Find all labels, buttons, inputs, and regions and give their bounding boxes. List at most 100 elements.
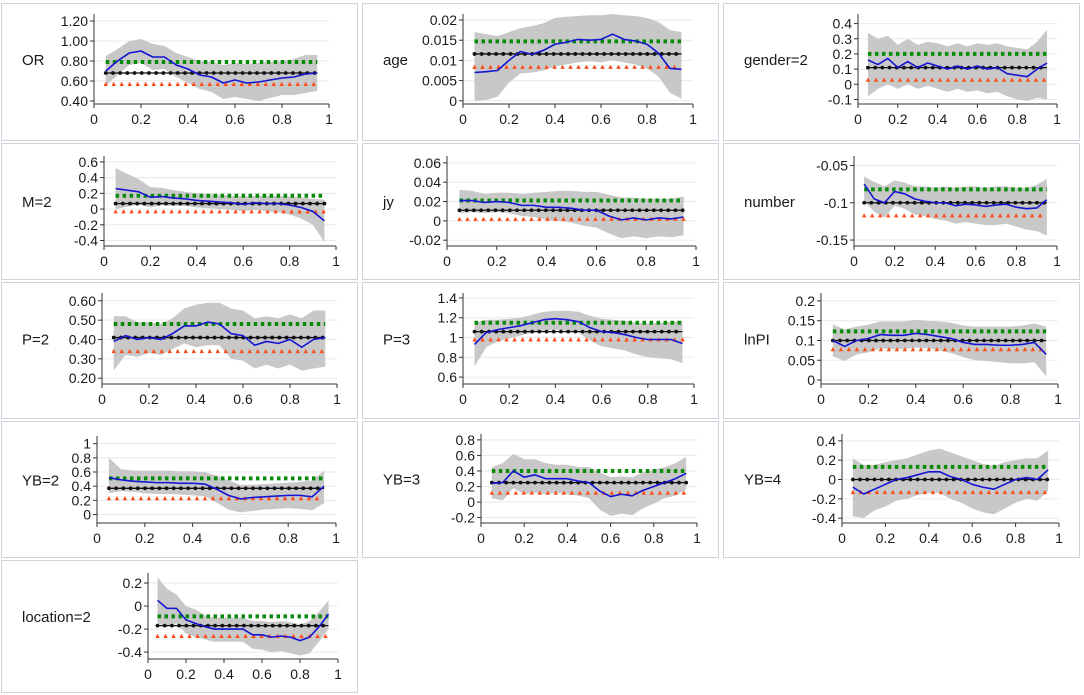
lower-reference-marker bbox=[632, 337, 637, 342]
mean-reference-marker bbox=[930, 65, 935, 70]
y-tick-label: 0.30 bbox=[69, 351, 96, 367]
y-tick-label: -0.2 bbox=[74, 217, 98, 233]
y-tick-label: 0.4 bbox=[833, 16, 853, 32]
lower-reference-marker bbox=[231, 81, 236, 86]
mean-reference-marker bbox=[185, 201, 190, 206]
mean-reference-marker bbox=[537, 329, 542, 334]
lower-reference-marker bbox=[649, 490, 654, 495]
mean-reference-marker bbox=[142, 201, 147, 206]
mean-reference-marker bbox=[226, 71, 231, 75]
mean-reference-marker bbox=[946, 338, 950, 343]
y-tick-label: 0.05 bbox=[788, 352, 815, 368]
mean-reference-marker bbox=[951, 477, 956, 482]
mean-reference-marker bbox=[283, 71, 288, 75]
mean-reference-marker bbox=[242, 623, 246, 628]
y-tick-label: 0.3 bbox=[833, 31, 853, 47]
lower-reference-marker bbox=[151, 348, 156, 354]
lower-reference-marker bbox=[505, 490, 510, 495]
mean-reference-marker bbox=[619, 480, 624, 485]
chart-panel-p-2: 0.20 0.30 0.40 0.50 0.60 0 0.2 0.4 0.6 0.8 1 P=2 bbox=[1, 282, 358, 419]
mean-reference-marker bbox=[277, 335, 282, 340]
lower-reference-marker bbox=[958, 346, 964, 352]
mean-reference-marker bbox=[886, 477, 891, 482]
variable-label: OR bbox=[22, 52, 45, 69]
mean-reference-marker bbox=[994, 477, 999, 482]
mean-reference-marker bbox=[580, 52, 585, 56]
mean-reference-marker bbox=[973, 477, 978, 482]
y-tick-label: 0.60 bbox=[61, 73, 88, 89]
lower-reference-marker bbox=[1042, 489, 1048, 495]
mean-reference-marker bbox=[967, 338, 972, 343]
x-tick-label: 0 bbox=[100, 253, 108, 269]
lower-reference-marker bbox=[1010, 489, 1016, 495]
lower-reference-marker bbox=[545, 216, 550, 221]
mean-reference-marker bbox=[1010, 65, 1014, 70]
mean-reference-marker bbox=[966, 477, 970, 482]
lower-reference-marker bbox=[145, 209, 150, 214]
x-tick-label: 0.2 bbox=[135, 530, 155, 546]
mean-reference-marker bbox=[974, 338, 979, 343]
mean-reference-marker bbox=[879, 477, 884, 482]
mean-reference-marker bbox=[125, 71, 130, 75]
lower-reference-marker bbox=[882, 489, 888, 495]
chart-panel-number: -0.15 -0.1 -0.05 0 0.2 0.4 0.6 0.8 1 number bbox=[723, 143, 1080, 280]
confidence-band bbox=[459, 189, 684, 239]
mean-reference-marker bbox=[207, 201, 212, 206]
mean-reference-marker bbox=[161, 71, 166, 75]
x-tick-label: 0.8 bbox=[644, 530, 664, 546]
lower-reference-marker bbox=[217, 209, 222, 214]
lower-reference-marker bbox=[998, 346, 1004, 352]
mean-reference-marker bbox=[248, 335, 253, 340]
mean-reference-marker bbox=[227, 335, 231, 340]
lower-reference-marker bbox=[545, 490, 550, 495]
lower-reference-marker bbox=[917, 213, 923, 218]
x-tick-label: 0.8 bbox=[278, 530, 298, 546]
mean-reference-marker bbox=[955, 200, 960, 205]
estimate-line bbox=[832, 332, 1047, 355]
mean-reference-marker bbox=[902, 338, 907, 343]
mean-reference-marker bbox=[114, 486, 119, 491]
chart-svg: 0 0.005 0.01 0.015 0.02 0 0.2 0.4 0.6 0.8 1 age bbox=[383, 12, 697, 127]
mean-reference-marker bbox=[168, 71, 173, 75]
lower-reference-marker bbox=[632, 64, 637, 69]
mean-reference-marker bbox=[170, 623, 174, 628]
mean-reference-marker bbox=[536, 208, 541, 213]
x-tick-label: 0.4 bbox=[186, 391, 206, 407]
confidence-band bbox=[474, 13, 682, 101]
estimate-line bbox=[867, 57, 1048, 78]
lower-reference-marker bbox=[137, 209, 142, 214]
lower-reference-marker bbox=[878, 346, 884, 352]
lower-reference-marker bbox=[902, 346, 908, 352]
mean-reference-marker bbox=[881, 338, 886, 343]
lower-reference-marker bbox=[609, 216, 614, 221]
mean-reference-marker bbox=[908, 477, 913, 482]
lower-reference-marker bbox=[187, 633, 192, 638]
mean-reference-marker bbox=[508, 329, 513, 334]
mean-reference-marker bbox=[265, 486, 270, 491]
lower-reference-marker bbox=[909, 213, 915, 218]
lower-reference-marker bbox=[247, 348, 252, 354]
mean-reference-marker bbox=[522, 208, 527, 213]
chart-panel-yb-4: -0.4 -0.2 0 0.2 0.4 0 0.2 0.4 0.6 0.8 1 YB=4 bbox=[723, 421, 1080, 558]
lower-reference-marker bbox=[315, 633, 320, 638]
mean-reference-marker bbox=[980, 477, 985, 482]
x-tick-label: 0.2 bbox=[141, 253, 161, 269]
mean-reference-marker bbox=[278, 623, 282, 628]
mean-reference-marker bbox=[680, 208, 685, 213]
lower-reference-marker bbox=[135, 348, 140, 354]
lower-reference-marker bbox=[480, 337, 485, 342]
lower-reference-marker bbox=[997, 213, 1003, 218]
lower-reference-marker bbox=[129, 209, 134, 214]
x-tick-label: 1 bbox=[1055, 530, 1063, 546]
mean-reference-marker bbox=[272, 486, 277, 491]
lower-reference-marker bbox=[282, 496, 288, 501]
mean-reference-marker bbox=[631, 329, 635, 334]
mean-reference-marker bbox=[919, 200, 924, 205]
mean-reference-marker bbox=[193, 486, 198, 491]
mean-reference-marker bbox=[630, 208, 635, 213]
mean-reference-marker bbox=[486, 208, 491, 213]
y-tick-label: 0.4 bbox=[79, 170, 99, 186]
y-tick-label: 0.6 bbox=[79, 154, 99, 170]
lower-reference-marker bbox=[624, 64, 629, 69]
mean-reference-marker bbox=[595, 52, 599, 56]
